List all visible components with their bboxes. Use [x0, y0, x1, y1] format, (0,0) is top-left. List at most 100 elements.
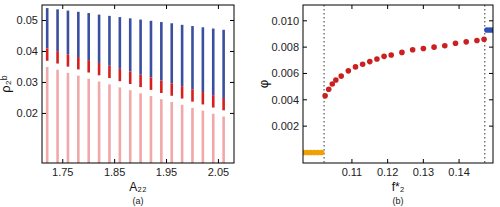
point: [388, 52, 394, 58]
range-bar: [191, 26, 194, 89]
range-bar: [67, 54, 70, 66]
y-tick: [42, 51, 46, 52]
x-tick: [114, 159, 115, 163]
reference-line: [324, 5, 325, 163]
range-bar: [129, 18, 132, 71]
range-bar: [139, 75, 142, 87]
point: [410, 47, 416, 53]
range-bar: [139, 20, 142, 75]
range-bar: [181, 25, 184, 86]
range-bar: [170, 23, 173, 83]
frame: [42, 5, 234, 163]
range-bar: [150, 21, 153, 78]
range-bar: [119, 87, 122, 163]
y-tick: [42, 113, 46, 114]
range-bar: [139, 93, 142, 163]
y-tick: [489, 47, 493, 48]
caption: (a): [133, 196, 144, 206]
range-bar: [46, 8, 49, 48]
point: [322, 93, 328, 99]
panel: 0.110.120.130.140.0020.0040.0060.0080.01…: [256, 5, 495, 206]
point: [463, 39, 469, 45]
y-tick-label: 0.010: [271, 15, 299, 27]
range-bar: [202, 27, 205, 92]
x-tick: [351, 5, 352, 9]
x-tick: [218, 159, 219, 163]
point: [453, 40, 459, 46]
y-tick-label: 0.02: [17, 107, 38, 119]
y-tick: [489, 99, 493, 100]
range-bar: [108, 84, 111, 163]
y-tick: [303, 20, 307, 21]
y-tick: [303, 73, 307, 74]
range-bar: [129, 72, 132, 84]
range-bar: [98, 63, 101, 75]
y-tick: [230, 113, 234, 114]
y-tick: [42, 20, 46, 21]
y-tick-label: 0.04: [17, 45, 38, 57]
range-bar: [181, 86, 184, 98]
x-tick: [62, 159, 63, 163]
range-bar: [191, 108, 194, 163]
y-tick-label: 0.05: [17, 14, 38, 26]
x-tick: [166, 159, 167, 163]
x-tick-label: 1.85: [104, 166, 125, 178]
range-bar: [160, 81, 163, 93]
range-bar: [191, 89, 194, 101]
y-tick: [303, 47, 307, 48]
y-axis-label: ρ₂ᵇ: [0, 75, 13, 92]
range-bar: [170, 102, 173, 163]
y-tick: [303, 99, 307, 100]
range-bar: [222, 98, 225, 110]
point: [346, 68, 352, 74]
point: [399, 50, 405, 56]
y-tick: [42, 82, 46, 83]
range-bar: [160, 99, 163, 163]
x-tick-label: 1.75: [52, 166, 73, 178]
frame: [303, 5, 493, 163]
x-tick-label: 0.13: [413, 166, 434, 178]
range-bar: [77, 57, 80, 69]
caption: (b): [393, 196, 404, 206]
point: [353, 64, 359, 70]
range-bar: [87, 60, 90, 72]
range-bar: [222, 30, 225, 98]
range-bar: [212, 95, 215, 107]
plot-area: [46, 8, 225, 163]
x-tick: [218, 5, 219, 9]
point: [381, 54, 387, 60]
range-bar: [87, 79, 90, 163]
range-bar: [98, 82, 101, 163]
point: [333, 77, 339, 83]
y-tick-label: 0.008: [271, 41, 299, 53]
range-bar: [119, 17, 122, 69]
y-tick: [489, 20, 493, 21]
range-bar: [108, 66, 111, 78]
range-bar: [56, 70, 59, 163]
point: [374, 56, 380, 62]
point: [481, 36, 487, 42]
x-tick: [423, 5, 424, 9]
point: [431, 44, 437, 50]
range-bar: [67, 11, 70, 55]
x-tick: [459, 159, 460, 163]
y-tick: [230, 20, 234, 21]
y-tick: [303, 126, 307, 127]
point: [367, 59, 373, 65]
x-tick-label: 0.12: [377, 166, 398, 178]
range-bar: [150, 96, 153, 163]
x-tick: [62, 5, 63, 9]
point: [474, 38, 480, 44]
point: [421, 46, 427, 52]
x-tick: [387, 5, 388, 9]
x-tick-label: 1.95: [156, 166, 177, 178]
point: [360, 61, 366, 67]
x-tick-label: 2.05: [208, 166, 229, 178]
x-axis-label: A₂₂: [129, 180, 147, 194]
range-bar: [212, 114, 215, 163]
range-bar: [98, 15, 101, 63]
y-tick-label: 0.03: [17, 76, 38, 88]
x-tick-label: 0.14: [448, 166, 469, 178]
x-tick: [423, 159, 424, 163]
figure: 1.75 1.85 1.95 2.05 0.02 0.03 0.04 0.05 A₂₂ ρ₂ᵇ (a…: [0, 0, 500, 207]
